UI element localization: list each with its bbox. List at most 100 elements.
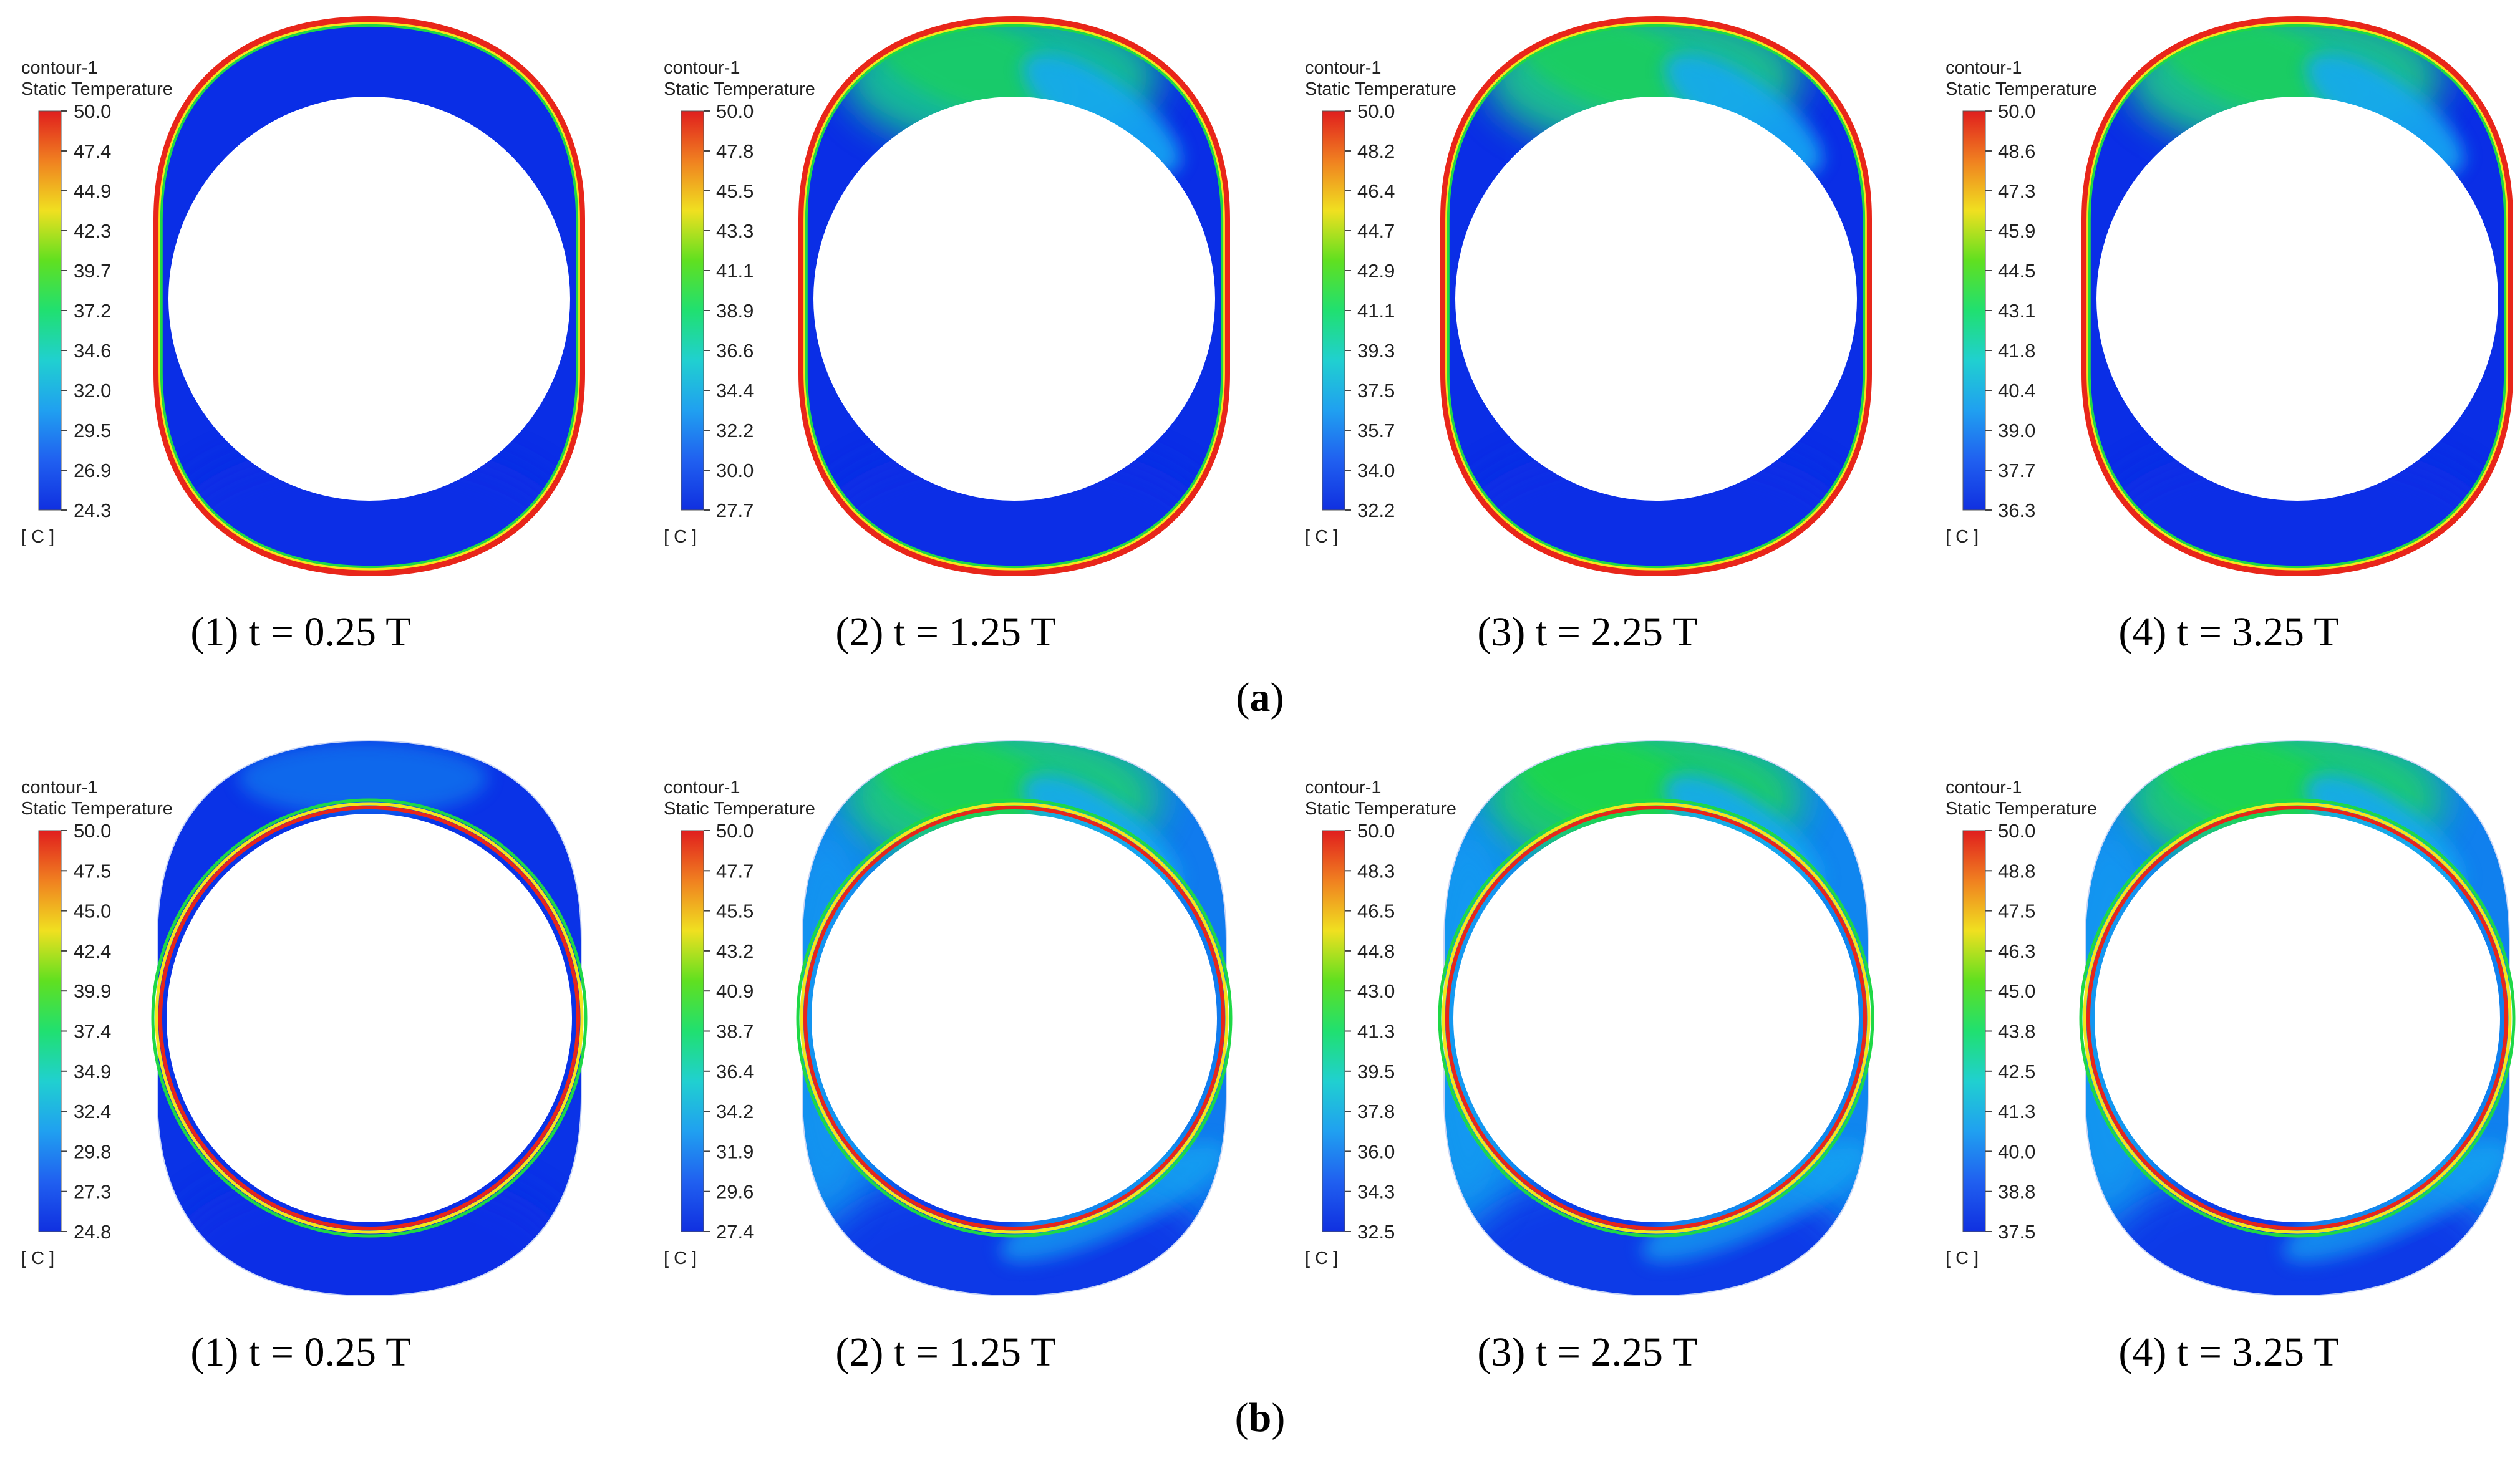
panel-caption: (2) t = 1.25 T bbox=[835, 1329, 1055, 1375]
colorbar-unit: [ C ] bbox=[664, 527, 697, 547]
colorbar-tick-label: 50.0 bbox=[716, 820, 754, 842]
row-label: (b) bbox=[1235, 1395, 1286, 1440]
colorbar-tick-label: 50.0 bbox=[1998, 100, 2035, 122]
outer-wall bbox=[802, 740, 1227, 1297]
colorbar-tick-label: 46.5 bbox=[1357, 900, 1395, 922]
colorbar-tick-label: 45.5 bbox=[716, 900, 754, 922]
colorbar-tick-label: 41.3 bbox=[1998, 1101, 2035, 1122]
colorbar-tick-label: 50.0 bbox=[716, 100, 754, 122]
panel-caption: (4) t = 3.25 T bbox=[2118, 609, 2338, 655]
colorbar-tick-label: 41.1 bbox=[716, 260, 754, 282]
legend-title: contour-1 bbox=[664, 778, 740, 798]
temperature-contour bbox=[1438, 740, 1874, 1297]
colorbar-tick-label: 37.8 bbox=[1357, 1101, 1395, 1122]
colorbar-tick-label: 40.0 bbox=[1998, 1141, 2035, 1162]
colorbar-tick-label: 39.3 bbox=[1357, 340, 1395, 362]
colorbar-tick-label: 50.0 bbox=[1998, 820, 2035, 842]
colorbar bbox=[1962, 110, 1986, 511]
legend-subtitle: Static Temperature bbox=[664, 799, 815, 819]
colorbar-tick-label: 34.9 bbox=[74, 1061, 111, 1083]
legend-subtitle: Static Temperature bbox=[1946, 799, 2097, 819]
temperature-contour bbox=[798, 16, 1230, 577]
colorbar-tick-label: 42.3 bbox=[74, 220, 111, 242]
colorbar-tick-label: 37.7 bbox=[1998, 460, 2035, 481]
colorbar-tick-label: 29.6 bbox=[716, 1181, 754, 1203]
colorbar-tick-label: 38.7 bbox=[716, 1021, 754, 1043]
outer-wall bbox=[2085, 740, 2510, 1297]
inner-cylinder bbox=[812, 814, 1217, 1222]
colorbar bbox=[1962, 830, 1986, 1232]
colorbar-tick-label: 44.7 bbox=[1357, 220, 1395, 242]
colorbar-tick-label: 46.4 bbox=[1357, 180, 1395, 202]
outer-wall bbox=[153, 16, 585, 577]
colorbar-tick-label: 47.3 bbox=[1998, 180, 2035, 202]
row-label-letter: b bbox=[1249, 1395, 1272, 1440]
outer-wall bbox=[157, 740, 582, 1297]
inner-cylinder bbox=[813, 97, 1215, 501]
colorbar-unit: [ C ] bbox=[21, 527, 54, 547]
colorbar-tick-label: 48.6 bbox=[1998, 140, 2035, 162]
colorbar-tick-label: 43.8 bbox=[1998, 1021, 2035, 1043]
colorbar-unit: [ C ] bbox=[1946, 527, 1979, 547]
colorbar-tick-label: 39.9 bbox=[74, 980, 111, 1002]
colorbar bbox=[38, 110, 62, 511]
colorbar-tick-label: 46.3 bbox=[1998, 940, 2035, 962]
colorbar bbox=[681, 830, 704, 1232]
colorbar-tick-label: 42.4 bbox=[74, 940, 111, 962]
colorbar-unit: [ C ] bbox=[664, 1248, 697, 1268]
colorbar-tick-label: 50.0 bbox=[74, 100, 111, 122]
legend-subtitle: Static Temperature bbox=[1305, 79, 1456, 99]
colorbar-tick-label: 37.4 bbox=[74, 1021, 111, 1043]
legend-title: contour-1 bbox=[664, 58, 740, 78]
colorbar-tick-label: 45.0 bbox=[74, 900, 111, 922]
colorbar-tick-label: 24.8 bbox=[74, 1221, 111, 1243]
colorbar-tick-label: 34.3 bbox=[1357, 1181, 1395, 1203]
panel-caption: (4) t = 3.25 T bbox=[2118, 1329, 2338, 1375]
colorbar-tick-label: 47.7 bbox=[716, 860, 754, 882]
panel-caption: (1) t = 0.25 T bbox=[190, 1329, 410, 1375]
colorbar-unit: [ C ] bbox=[21, 1248, 54, 1268]
legend-title: contour-1 bbox=[21, 58, 98, 78]
inner-cylinder bbox=[167, 814, 572, 1222]
outer-wall bbox=[2081, 16, 2513, 577]
colorbar-tick-label: 48.3 bbox=[1357, 860, 1395, 882]
colorbar-tick-label: 34.0 bbox=[1357, 460, 1395, 481]
colorbar-tick-label: 45.0 bbox=[1998, 980, 2035, 1002]
colorbar-tick-label: 29.5 bbox=[74, 420, 111, 441]
inner-cylinder bbox=[2095, 814, 2500, 1222]
panel-caption: (3) t = 2.25 T bbox=[1477, 1329, 1697, 1375]
colorbar-tick-label: 32.2 bbox=[716, 420, 754, 441]
temperature-contour bbox=[151, 740, 588, 1297]
temperature-contour bbox=[2079, 740, 2516, 1297]
legend-title: contour-1 bbox=[1305, 58, 1382, 78]
colorbar-unit: [ C ] bbox=[1305, 527, 1338, 547]
colorbar-tick-label: 45.9 bbox=[1998, 220, 2035, 242]
colorbar-tick-label: 31.9 bbox=[716, 1141, 754, 1162]
colorbar-tick-label: 40.4 bbox=[1998, 380, 2035, 402]
legend-title: contour-1 bbox=[1946, 778, 2022, 798]
colorbar-tick-label: 48.8 bbox=[1998, 860, 2035, 882]
colorbar-tick-label: 37.5 bbox=[1357, 380, 1395, 402]
panel-caption: (3) t = 2.25 T bbox=[1477, 609, 1697, 655]
colorbar-tick-label: 44.8 bbox=[1357, 940, 1395, 962]
colorbar-tick-label: 32.2 bbox=[1357, 499, 1395, 521]
temperature-contour bbox=[796, 740, 1233, 1297]
colorbar-tick-label: 36.6 bbox=[716, 340, 754, 362]
legend-subtitle: Static Temperature bbox=[1305, 799, 1456, 819]
colorbar-tick-label: 32.4 bbox=[74, 1101, 111, 1122]
colorbar-tick-label: 41.8 bbox=[1998, 340, 2035, 362]
outer-wall bbox=[1440, 16, 1872, 577]
colorbar-tick-label: 29.8 bbox=[74, 1141, 111, 1162]
colorbar-tick-label: 36.0 bbox=[1357, 1141, 1395, 1162]
colorbar-tick-label: 36.4 bbox=[716, 1061, 754, 1083]
legend-subtitle: Static Temperature bbox=[21, 79, 173, 99]
colorbar bbox=[38, 830, 62, 1232]
